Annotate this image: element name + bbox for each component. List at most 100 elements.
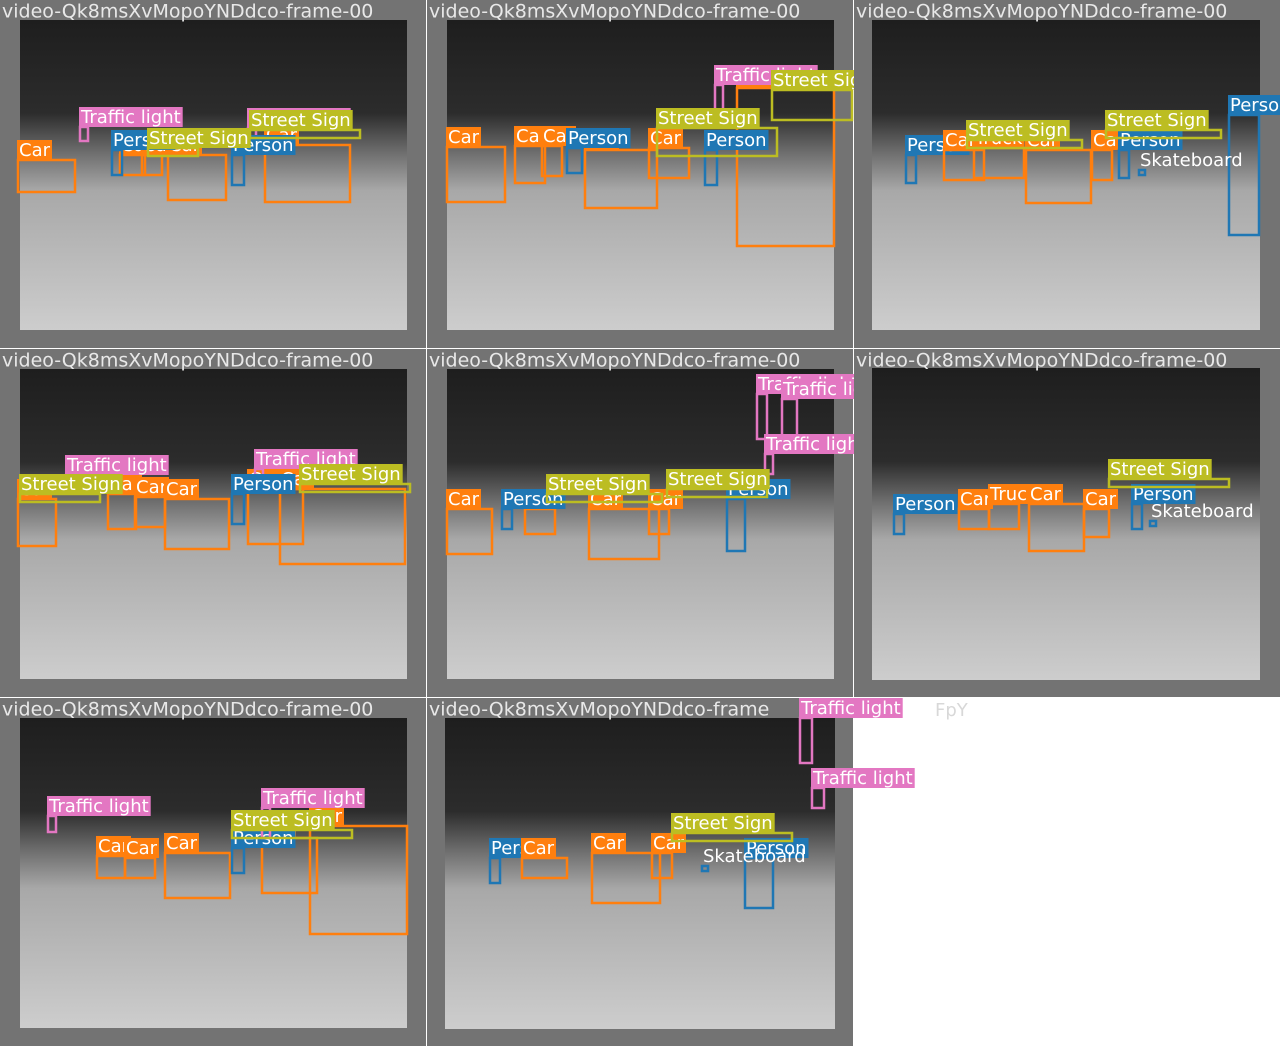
label-background [446,127,481,147]
label-background [65,455,169,475]
tile-title: video-Qk8msXvMopoYNDdco-frame-00 [856,1,1227,23]
label-background [1131,484,1196,504]
label-background [17,140,52,160]
label-background [147,128,251,148]
detection-label: Street Sign [773,70,873,91]
detection-label: Street Sign [968,120,1068,141]
detection-label: Car [593,833,625,854]
detection-label: Car [136,477,168,498]
detection-label: Car [960,489,992,510]
bounding-box [700,864,710,873]
label-background [19,474,123,494]
detection-label: Traffic light [262,788,363,809]
label-background [124,838,159,858]
detection-label: Street Sign [301,464,401,485]
label-background [666,469,770,489]
detection-label: Street Sign [1107,110,1207,131]
detection-label: Person [568,128,629,149]
label-background [591,833,626,853]
detection-label: Car [1030,484,1062,505]
label-background [811,768,915,788]
label-background [1083,489,1118,509]
bounding-box [278,487,407,566]
label-background [47,796,151,816]
detection-label: Car [126,838,158,859]
detection-label: Person [895,494,956,515]
detection-label: Traffic light [765,434,866,455]
detection-label: Car [448,127,480,148]
detection-label: Street Sign [668,469,768,490]
thermal-image [20,718,407,1028]
label-background [249,110,353,130]
detection-label: Person [1133,484,1194,505]
thermal-image [447,369,834,679]
detection-label: Person [233,474,294,495]
detection-label: Car [19,140,51,161]
label-background [704,130,769,150]
label-background [893,494,958,514]
label-background [514,126,549,146]
bounding-box [1148,519,1158,528]
tile-title: video-Qk8msXvMopoYNDdco-frame-00 [856,350,1227,372]
thermal-image [20,369,407,679]
label-background [1228,95,1280,115]
tile-title: video-Qk8msXvMopoYNDdco-frame-00 [2,350,373,372]
bounding-box [308,824,409,936]
detection-label: Car [166,479,198,500]
label-background [546,474,650,494]
label-background [656,108,760,128]
detection-label: Traffic light [80,107,181,128]
detection-label: Car [1093,130,1125,151]
label-background [299,464,403,484]
detection-label: Street Sign [548,474,648,495]
tile-title: video-Qk8msXvMopoYNDdco-frame [429,699,769,721]
detection-label: Skateboard [1151,501,1254,522]
bounding-box [263,143,352,204]
thermal-image [20,20,407,330]
tile-title: video-Qk8msXvMopoYNDdco-frame-00 [429,1,800,23]
detection-label: Car [653,833,685,854]
detection-label: Traffic light [66,455,167,476]
detection-label: Person [1120,130,1181,151]
detection-label: Skateboard [703,846,806,867]
detection-label: Car [166,833,198,854]
thermal-image [445,718,835,1029]
detection-label: Street Sign [658,108,758,129]
label-background [566,128,631,148]
label-background [79,107,183,127]
label-background [134,477,169,497]
label-background [231,474,296,494]
label-background [164,479,199,499]
thermal-image [872,20,1260,330]
tile: video-Qk8msXvMopoYNDdco-frame-00 Traffic … [0,0,426,348]
label-background [1118,130,1183,150]
detection-label: Person [1230,95,1280,116]
tile: video-Qk8msXvMopoYNDdco-frame-00PersonCa… [854,0,1280,348]
detection-label: Car [523,838,555,859]
label-background [1091,130,1126,150]
detection-label: Street Sign [21,474,121,495]
detection-label: Car [98,836,130,857]
tile: video-Qk8msXvMopoYNDdco-frame-00 Traffic … [0,698,426,1046]
label-background [446,489,481,509]
tile: video-Qk8msXvMopoYNDdco-frame Person Car Ca… [427,698,915,1046]
detection-label: Traffic light [48,796,149,817]
tile-title: video-Qk8msXvMopoYNDdco-frame-00 [429,350,800,372]
label-background [261,788,365,808]
detection-label: Person [746,838,807,859]
tile-title: video-Qk8msXvMopoYNDdco-frame-00 [2,699,373,721]
bounding-box [1137,168,1147,177]
detection-label: Car [448,489,480,510]
label-background [1108,459,1212,479]
detection-label: Person [706,130,767,151]
detection-label: Street Sign [1110,459,1210,480]
detection-label: Skateboard [1140,150,1243,171]
detection-label: Street Sign [233,810,333,831]
detection-label: Street Sign [251,110,351,131]
detection-label: Traffic light [812,768,913,789]
